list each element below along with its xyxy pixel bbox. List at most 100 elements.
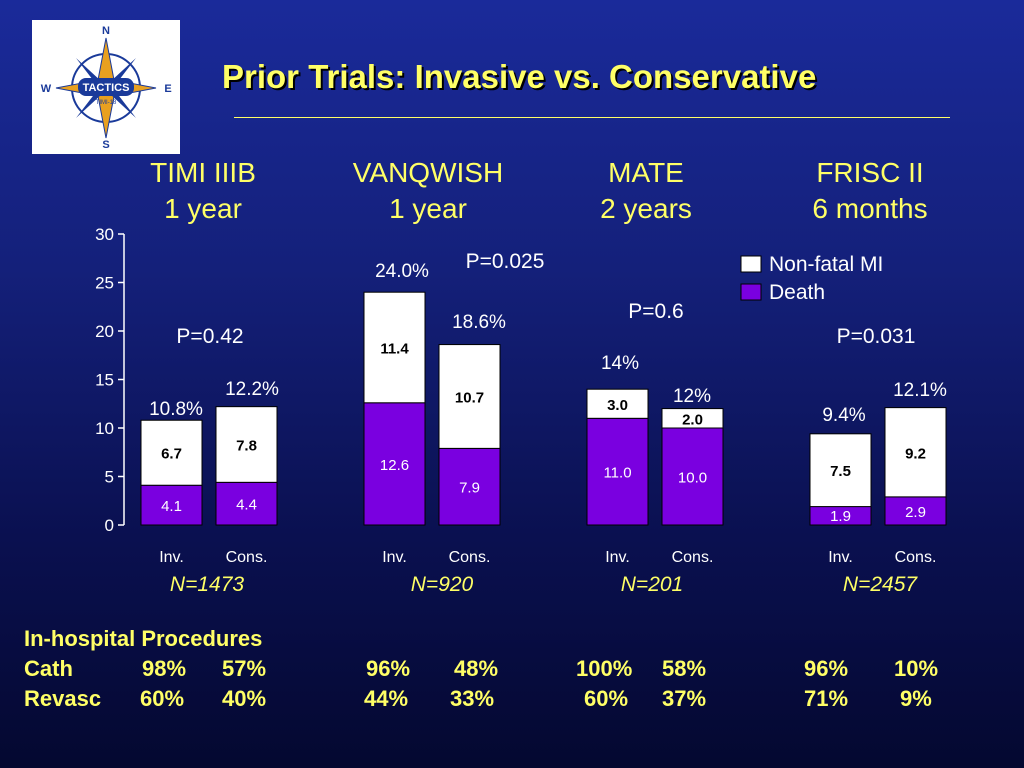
- y-tick-label: 10: [95, 419, 114, 438]
- cell: 48%: [454, 656, 499, 681]
- bar-total-label: 14%: [601, 353, 639, 374]
- cell: 9%: [900, 686, 932, 711]
- legend-swatch: [740, 283, 762, 301]
- cell: 96%: [804, 656, 849, 681]
- bar-death-label: 1.9: [830, 508, 851, 525]
- bar-total-label: 12.2%: [225, 379, 279, 400]
- cell: 98%: [142, 656, 187, 681]
- bar-mi-label: 9.2: [905, 445, 926, 462]
- p-value-label: P=0.031: [837, 325, 916, 348]
- trial-header-vanqwish: VANQWISH 1 year: [328, 155, 528, 227]
- page-title: Prior Trials: Invasive vs. Conservative: [222, 58, 817, 95]
- cell: 60%: [140, 686, 185, 711]
- bar-mi-segment: [215, 406, 278, 483]
- bar-mi-segment: [363, 291, 426, 404]
- cell: 96%: [366, 656, 411, 681]
- bar-mi-label: 7.5: [830, 463, 851, 480]
- trial-duration: 6 months: [812, 193, 928, 224]
- x-category-label: Inv.: [382, 549, 407, 566]
- bar-death-segment: [215, 481, 278, 526]
- x-category-label: Inv.: [159, 549, 184, 566]
- logo-subtext: TIMI-18: [96, 100, 117, 106]
- bar-mi-label: 6.7: [161, 446, 182, 463]
- bar-mi-label: 7.8: [236, 437, 257, 454]
- y-tick-label: 5: [105, 468, 114, 487]
- cell: 71%: [804, 686, 849, 711]
- p-value-label: P=0.42: [176, 325, 243, 348]
- row-label: Cath: [24, 656, 73, 681]
- bar-mi-segment: [140, 419, 203, 486]
- bar-death-segment: [363, 402, 426, 526]
- cell: 58%: [662, 656, 707, 681]
- legend-label: Death: [769, 281, 825, 304]
- logo-text: TACTICS: [83, 82, 130, 94]
- p-value-label: P=0.6: [628, 300, 683, 323]
- x-category-label: Cons.: [672, 549, 714, 566]
- procedures-table: In-hospital Procedures Cath 98% 57% 96% …: [24, 626, 1024, 716]
- tactics-logo: TACTICS TIMI-18 N S W E: [32, 20, 180, 154]
- bar-death-label: 12.6: [380, 457, 409, 474]
- p-value-label: P=0.025: [466, 250, 545, 273]
- x-category-label: Cons.: [449, 549, 491, 566]
- bar-death-label: 2.9: [905, 504, 926, 521]
- procedures-heading: In-hospital Procedures: [24, 626, 263, 651]
- bar-mi-segment: [586, 388, 649, 419]
- y-tick-label: 0: [105, 516, 114, 535]
- trial-name: MATE: [608, 157, 684, 188]
- procedures-row-revasc: Revasc 60% 40% 44% 33% 60% 37% 71% 9%: [24, 686, 1024, 716]
- bar-total-label: 9.4%: [822, 405, 865, 426]
- bar-death-segment: [586, 417, 649, 526]
- group-n-label: N=2457: [843, 573, 918, 596]
- bar-total-label: 24.0%: [375, 261, 429, 282]
- cell: 44%: [364, 686, 409, 711]
- stacked-bar-chart: 0 5 10 15 20 25 30 4.1 6.7 10.8% Inv. 4.4 7.8 12.2% Co…: [95, 250, 947, 596]
- trial-duration: 1 year: [164, 193, 242, 224]
- cell: 10%: [894, 656, 939, 681]
- bar-total-label: 18.6%: [452, 312, 506, 333]
- cell: 60%: [584, 686, 629, 711]
- x-category-label: Inv.: [828, 549, 853, 566]
- y-tick-label: 25: [95, 274, 114, 293]
- trial-header-mate: MATE 2 years: [546, 155, 746, 227]
- bar-death-label: 10.0: [678, 470, 707, 487]
- row-label: Revasc: [24, 686, 102, 711]
- bar-death-segment: [438, 447, 501, 526]
- cell: 40%: [222, 686, 267, 711]
- legend-label: Non-fatal MI: [769, 253, 883, 276]
- bar-death-label: 7.9: [459, 480, 480, 497]
- trial-header-timi: TIMI IIIB 1 year: [103, 155, 303, 227]
- bar-death-segment: [884, 496, 947, 526]
- procedures-heading-row: In-hospital Procedures: [24, 626, 1024, 656]
- trial-header-frisc: FRISC II 6 months: [770, 155, 970, 227]
- bar-total-label: 10.8%: [149, 399, 203, 420]
- bar-mi-label: 2.0: [682, 411, 703, 428]
- y-tick-label: 20: [95, 322, 114, 341]
- trial-name: TIMI IIIB: [150, 157, 256, 188]
- trial-duration: 2 years: [600, 193, 692, 224]
- x-category-label: Cons.: [895, 549, 937, 566]
- compass-logo-graphic: TACTICS TIMI-18 N S W E: [41, 25, 172, 151]
- trial-name: VANQWISH: [352, 157, 504, 188]
- x-category-label: Inv.: [605, 549, 630, 566]
- group-n-label: N=920: [411, 573, 474, 596]
- bar-mi-segment: [809, 433, 872, 508]
- cell: 57%: [222, 656, 267, 681]
- compass-n: N: [102, 25, 110, 37]
- bar-mi-label: 10.7: [455, 389, 484, 406]
- legend-swatch: [740, 255, 762, 273]
- cell: 37%: [662, 686, 707, 711]
- cell: 100%: [576, 656, 633, 681]
- compass-e: E: [164, 83, 171, 95]
- compass-s: S: [102, 139, 109, 151]
- trial-duration: 1 year: [389, 193, 467, 224]
- group-n-label: N=1473: [170, 573, 244, 596]
- group-n-label: N=201: [621, 573, 683, 596]
- bar-mi-segment: [884, 407, 947, 498]
- bar-death-label: 11.0: [603, 465, 631, 482]
- bar-mi-label: 11.4: [380, 340, 409, 357]
- cell: 33%: [450, 686, 495, 711]
- title-divider: [234, 117, 950, 118]
- bar-mi-label: 3.0: [607, 397, 628, 414]
- bar-death-segment: [661, 427, 724, 526]
- bar-mi-segment: [661, 408, 724, 429]
